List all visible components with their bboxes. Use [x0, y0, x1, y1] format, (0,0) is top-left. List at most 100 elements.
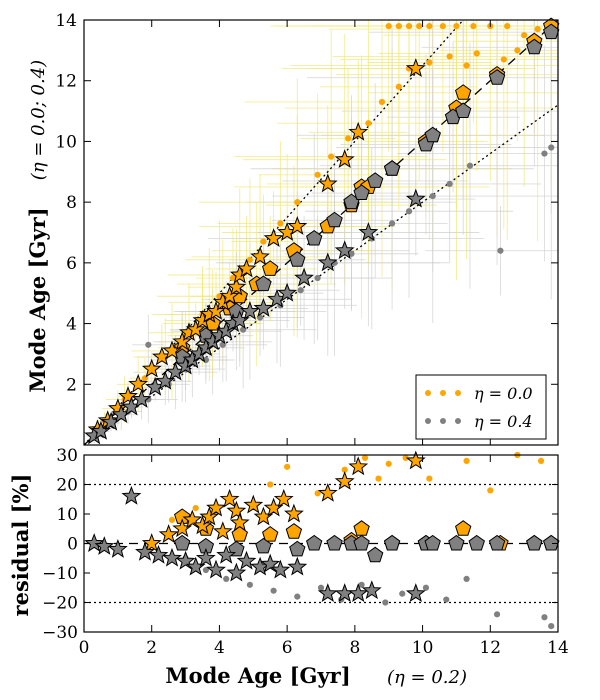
residual-point-dot	[246, 581, 253, 588]
data-point-dot	[348, 250, 355, 257]
residual-point-dot	[192, 505, 199, 512]
data-point-dot	[453, 22, 460, 30]
data-point-star	[226, 276, 247, 296]
data-point-dot	[365, 120, 372, 127]
data-point-star	[334, 240, 355, 260]
data-point-dot	[344, 135, 352, 142]
residual-ticks: 0 2 4 6 8 10 12 14 −30 −20 −10 0 10 20 30	[42, 446, 569, 658]
legend-label-eta04: η = 0.4	[474, 412, 533, 431]
data-point-pentagon	[455, 84, 472, 100]
residual-y-axis-label: residual [%]	[8, 474, 33, 617]
top-y-axis-label: Mode Age [Gyr]	[25, 207, 50, 392]
data-point-dot	[277, 220, 284, 227]
residual-point-dot	[223, 575, 230, 583]
residual-point-pentagon	[424, 534, 441, 551]
data-point-dot	[429, 192, 436, 200]
residual-point-pentagon	[455, 520, 472, 536]
data-point-star	[141, 358, 162, 378]
legend-marker-eta04	[440, 418, 446, 424]
data-point-dot	[466, 162, 474, 169]
data-point-dot	[395, 22, 402, 30]
data-point-dot	[297, 287, 304, 294]
residual-point-dot	[341, 466, 348, 473]
residual-point-dot	[463, 575, 470, 583]
residual-point-star	[84, 533, 105, 552]
x-tick-label: 4	[214, 638, 225, 658]
residual-point-star	[216, 544, 237, 564]
data-point-dot	[463, 62, 470, 69]
data-point-dot	[416, 22, 423, 30]
residual-point-pentagon	[488, 534, 506, 551]
residual-point-dot	[382, 599, 389, 606]
residual-point-star	[219, 488, 240, 508]
data-point-dot	[145, 341, 152, 348]
residual-point-dot	[317, 584, 325, 591]
residual-point-star	[182, 509, 203, 529]
data-point-pentagon	[424, 126, 441, 143]
data-point-dot	[500, 56, 507, 63]
data-point-star	[185, 319, 206, 339]
y-tick-label-residual: −30	[42, 623, 78, 643]
residual-point-dot	[361, 454, 369, 462]
data-point-dot	[521, 32, 528, 39]
residual-point-star	[317, 482, 338, 502]
top-reference-lines	[83, 19, 559, 446]
data-point-star	[358, 222, 379, 241]
data-point-pentagon	[526, 38, 543, 55]
residual-point-pentagon	[231, 525, 248, 542]
data-point-star	[172, 331, 193, 351]
y-tick-label-top: 2	[66, 375, 77, 395]
residual-point-star	[243, 494, 264, 514]
residual-point-pentagon	[526, 534, 543, 551]
residual-point-dot	[385, 460, 392, 467]
residual-point-star	[162, 547, 182, 567]
legend-marker-eta0	[440, 390, 446, 396]
data-point-dot	[260, 238, 267, 245]
data-point-pentagon	[488, 69, 506, 85]
residual-point-star	[260, 553, 281, 573]
x-tick-label: 14	[547, 638, 569, 658]
residual-point-star	[212, 521, 233, 541]
data-point-star	[348, 121, 369, 141]
residual-point-pentagon	[289, 540, 306, 557]
residual-point-dot	[402, 454, 409, 462]
data-point-pentagon	[306, 229, 323, 246]
residual-point-pentagon	[543, 534, 560, 551]
data-point-star	[317, 173, 338, 193]
data-point-dot	[548, 144, 555, 151]
y-tick-label-top: 12	[55, 72, 77, 92]
data-point-star	[263, 228, 284, 248]
legend-marker-eta0	[425, 390, 431, 396]
y-tick-label-residual: −10	[42, 564, 78, 584]
data-point-dot	[446, 180, 453, 188]
residual-point-star	[148, 544, 169, 564]
data-point-dot	[504, 22, 511, 30]
y-tick-label-top: 10	[55, 132, 77, 152]
residual-point-star	[94, 536, 115, 555]
legend-label-eta0: η = 0.0	[474, 384, 533, 403]
data-point-dot	[378, 98, 386, 106]
data-point-star	[118, 385, 138, 405]
data-point-star	[131, 389, 152, 408]
legend-marker-eta04	[425, 418, 431, 424]
residual-point-dot	[463, 457, 470, 464]
y-tick-label-residual: 10	[56, 505, 78, 525]
residual-point-star	[317, 583, 338, 603]
data-point-pentagon	[353, 184, 370, 200]
data-point-star	[317, 252, 338, 272]
residual-point-star	[121, 485, 142, 505]
legend: η = 0.0 η = 0.4	[415, 374, 547, 440]
data-point-pentagon	[455, 102, 472, 118]
top-ticks: 2 4 6 8 10 12 14	[55, 11, 559, 445]
y-tick-label-residual: −20	[42, 594, 78, 614]
residual-point-star	[199, 506, 220, 526]
residual-point-star	[195, 547, 216, 567]
residual-panel: 0 2 4 6 8 10 12 14 −30 −20 −10 0 10 20 30 residual [%]	[8, 446, 569, 658]
residual-point-dot	[284, 463, 291, 470]
data-point-dot	[229, 274, 237, 282]
data-point-dot	[246, 256, 253, 263]
residual-point-star	[287, 556, 308, 576]
residual-point-star	[334, 471, 355, 490]
residual-data-marks	[84, 450, 560, 630]
x-axis-label: Mode Age [Gyr]	[165, 663, 350, 688]
